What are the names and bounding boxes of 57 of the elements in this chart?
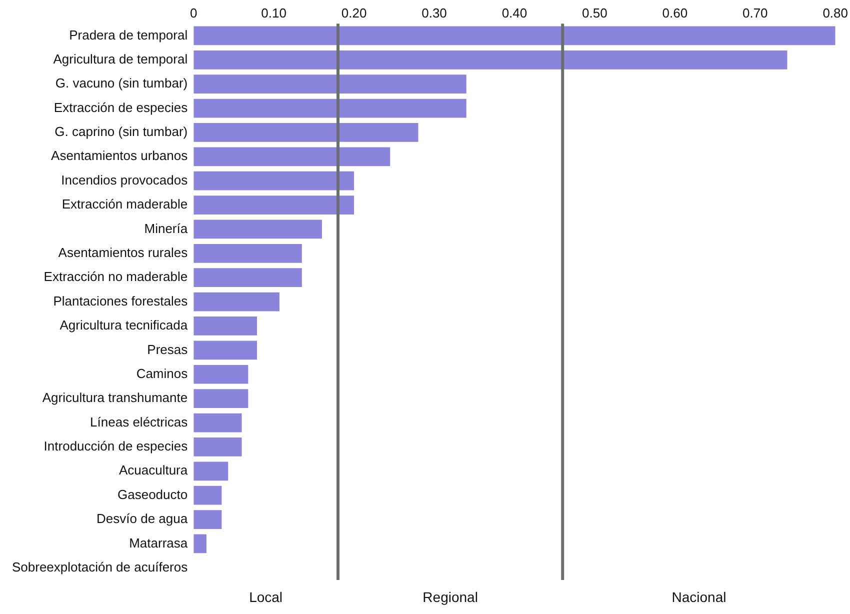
y-tick-label: Asentamientos urbanos: [51, 148, 188, 164]
bar: [194, 244, 302, 263]
bar: [194, 268, 302, 288]
bar: [194, 316, 257, 336]
bar: [194, 462, 228, 481]
bar: [194, 147, 390, 166]
y-tick-label: Sobreexplotación de acuíferos: [12, 559, 188, 574]
bar: [194, 196, 354, 214]
x-tick-label: 0.50: [582, 5, 608, 20]
y-tick-label: Matarrasa: [129, 535, 188, 550]
x-tick-label: 0.10: [261, 5, 286, 20]
y-tick-label: Extracción maderable: [62, 196, 188, 212]
y-tick-label: Agricultura tecnificada: [60, 318, 188, 333]
y-tick-label: Gaseoducto: [118, 486, 188, 502]
y-tick-label: Agricultura de temporal: [53, 51, 188, 66]
y-tick-label: Asentamientos rurales: [58, 244, 188, 260]
y-tick-label: Presas: [147, 342, 188, 357]
bar: [194, 26, 836, 46]
y-tick-label: Líneas eléctricas: [90, 414, 188, 430]
text: Regional: [422, 588, 478, 605]
y-tick-label: Agricultura transhumante: [42, 390, 188, 406]
x-tick-label: 0.70: [742, 5, 768, 20]
x-tick-label: 0.30: [422, 5, 447, 20]
text: Nacional: [672, 588, 726, 605]
y-tick-label: Caminos: [136, 366, 188, 381]
bar: [194, 510, 222, 529]
y-tick-label: Extracción no maderable: [44, 269, 188, 284]
y-tick-label: G. vacuno (sin tumbar): [55, 76, 188, 91]
x-tick-label: 0.20: [341, 5, 367, 20]
text: Local: [249, 588, 283, 605]
bar: [194, 534, 206, 554]
y-tick-label: Acuacultura: [118, 462, 188, 478]
x-tick-label: 0.80: [822, 5, 848, 20]
y-tick-label: Incendios provocados: [61, 172, 188, 188]
bar: [194, 438, 242, 456]
bar: [194, 292, 280, 312]
x-tick-label: 0.60: [662, 5, 688, 20]
y-tick-label: Plantaciones forestales: [53, 293, 188, 308]
bar: [194, 389, 248, 408]
y-tick-label: Desvío de agua: [96, 511, 188, 526]
bar: [194, 74, 466, 94]
y-tick-label: Introducción de especies: [44, 438, 188, 454]
bar: [194, 171, 354, 190]
bar: [194, 50, 788, 70]
y-tick-label: G. caprino (sin tumbar): [54, 124, 188, 140]
y-tick-label: Extracción de especies: [54, 100, 188, 115]
bar: [194, 413, 242, 432]
bar: [194, 340, 257, 360]
bar: [194, 486, 222, 505]
bar: [194, 220, 322, 239]
y-tick-label: Pradera de temporal: [69, 27, 188, 42]
bar: [194, 364, 248, 384]
x-tick-label: 0.40: [502, 5, 528, 20]
x-tick-label: 0: [190, 5, 198, 20]
y-tick-label: Minería: [144, 220, 188, 236]
bar: [194, 123, 418, 142]
bar: [194, 98, 466, 118]
